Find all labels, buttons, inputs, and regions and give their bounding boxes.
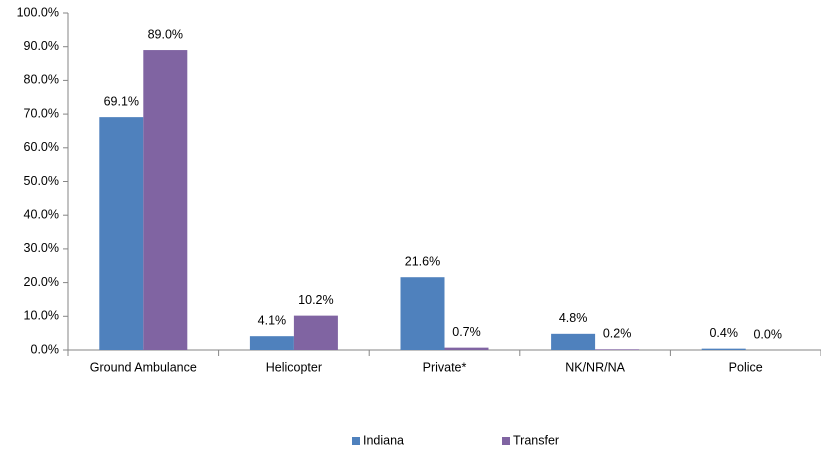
bar <box>143 50 188 350</box>
value-label: 0.7% <box>452 325 481 339</box>
bar <box>249 336 294 350</box>
y-tick-label: 100.0% <box>17 5 59 19</box>
value-label: 0.4% <box>709 326 738 340</box>
value-label: 10.2% <box>298 293 333 307</box>
x-tick-label: Police <box>729 360 763 374</box>
bar <box>99 117 144 351</box>
y-tick-label: 80.0% <box>24 73 59 87</box>
x-tick-label: NK/NR/NA <box>565 360 625 374</box>
x-tick-label: Private* <box>423 360 467 374</box>
value-label: 69.1% <box>104 94 139 108</box>
y-tick-label: 50.0% <box>24 174 59 188</box>
bar <box>551 333 596 350</box>
value-label: 89.0% <box>148 27 183 41</box>
x-tick-label: Helicopter <box>266 360 322 374</box>
value-label: 0.2% <box>603 327 632 341</box>
bar <box>293 315 338 350</box>
y-tick-label: 60.0% <box>24 140 59 154</box>
legend-swatch <box>502 437 510 445</box>
y-tick-label: 10.0% <box>24 309 59 323</box>
y-tick-label: 0.0% <box>31 342 60 356</box>
y-tick-label: 40.0% <box>24 207 59 221</box>
y-tick-label: 90.0% <box>24 39 59 53</box>
y-tick-label: 70.0% <box>24 106 59 120</box>
bar <box>595 349 640 350</box>
value-label: 4.1% <box>258 313 287 327</box>
x-tick-label: Ground Ambulance <box>90 360 197 374</box>
bar <box>444 347 489 350</box>
bar <box>400 277 445 350</box>
legend-swatch <box>352 437 360 445</box>
bar <box>701 348 746 350</box>
legend-label: Indiana <box>363 433 404 447</box>
legend-label: Transfer <box>513 433 559 447</box>
y-tick-label: 30.0% <box>24 241 59 255</box>
value-label: 4.8% <box>559 311 588 325</box>
value-label: 21.6% <box>405 255 440 269</box>
y-tick-label: 20.0% <box>24 275 59 289</box>
value-label: 0.0% <box>753 327 782 341</box>
